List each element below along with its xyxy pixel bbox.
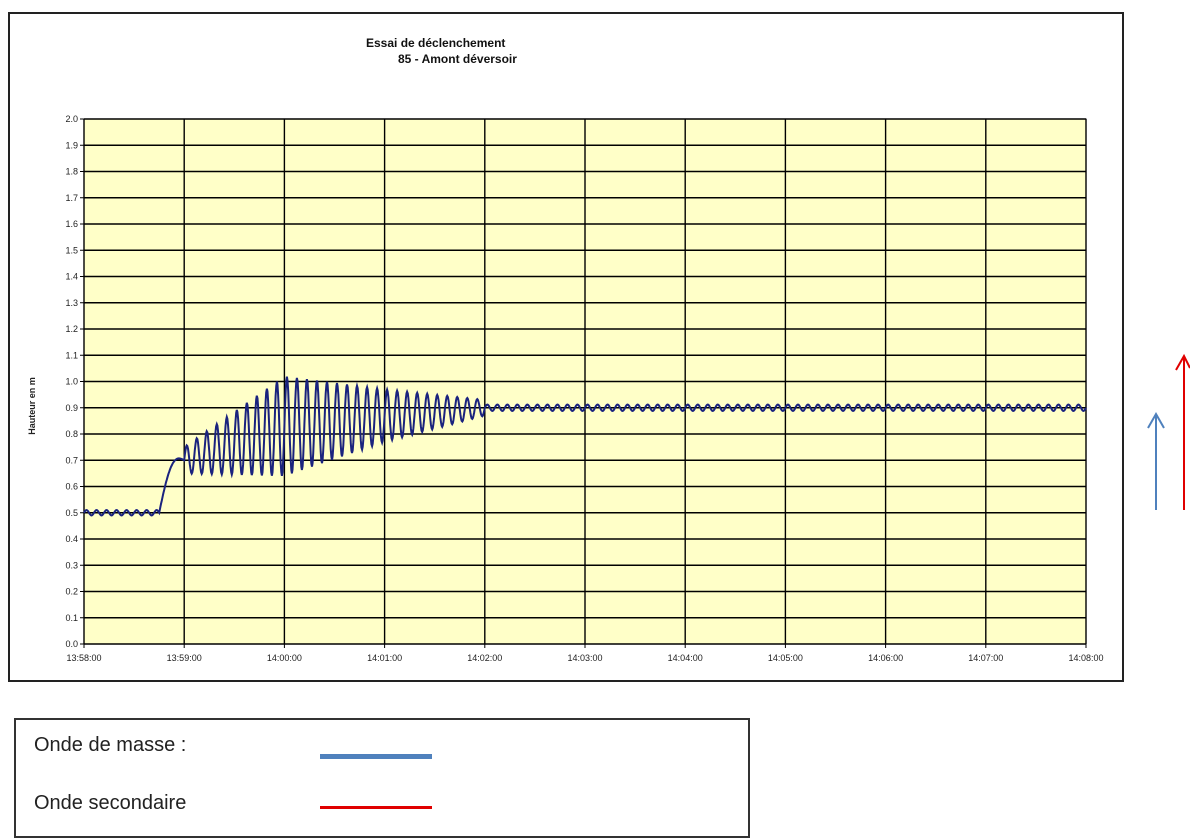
y-axis-label: Hauteur en m [27,377,37,435]
y-tick-label: 1.8 [65,167,78,177]
x-tick-label: 14:05:00 [768,653,803,663]
y-tick-label: 0.5 [65,508,78,518]
y-tick-label: 1.9 [65,140,78,150]
x-tick-label: 14:07:00 [968,653,1003,663]
y-tick-label: 1.2 [65,324,78,334]
chart-title-line-1: Essai de déclenchement [366,36,505,50]
y-tick-label: 0.6 [65,482,78,492]
y-tick-label: 0.8 [65,429,78,439]
red-arrow-icon [1175,353,1190,371]
legend-swatch-secondary-wave [320,806,432,809]
y-tick-label: 1.5 [65,245,78,255]
y-tick-label: 0.0 [65,639,78,649]
x-tick-label: 14:01:00 [367,653,402,663]
blue-arrow-icon [1147,411,1165,429]
x-tick-label: 14:00:00 [267,653,302,663]
x-tick-label: 13:59:00 [167,653,202,663]
y-tick-label: 0.2 [65,587,78,597]
y-tick-label: 0.1 [65,613,78,623]
x-tick-label: 14:02:00 [467,653,502,663]
x-tick-label: 13:58:00 [66,653,101,663]
y-tick-label: 0.7 [65,455,78,465]
y-tick-label: 1.0 [65,377,78,387]
x-tick-label: 14:06:00 [868,653,903,663]
y-tick-label: 0.4 [65,534,78,544]
plot-area: 0.0 0.1 0.2 0.3 0.4 0.5 0.6 0.7 0.8 0.9 1.0 1.1 1.2 1… [65,114,1103,663]
y-tick-label: 0.9 [65,403,78,413]
series-line-1 [83,376,1087,517]
y-tick-label: 1.1 [65,350,78,360]
legend-label-mass-wave: Onde de masse : [34,734,187,756]
legend-swatch-mass-wave [320,754,432,759]
wave-arrows [1147,353,1190,510]
x-tick-label: 14:04:00 [668,653,703,663]
chart-frame: Essai de déclenchement 85 - Amont dévers… [8,12,1124,682]
y-tick-label: 2.0 [65,114,78,124]
x-tick-label: 14:03:00 [567,653,602,663]
legend-label-secondary-wave: Onde secondaire [34,792,187,814]
y-tick-label: 1.3 [65,298,78,308]
x-tick-label: 14:08:00 [1068,653,1103,663]
y-tick-label: 1.4 [65,272,78,282]
y-tick-label: 1.6 [65,219,78,229]
chart-title-line-2: 85 - Amont déversoir [398,52,517,66]
chart-svg: Essai de déclenchement 85 - Amont dévers… [27,36,1104,663]
legend-box: Onde de masse : Onde secondaire [14,718,750,838]
y-tick-label: 1.7 [65,193,78,203]
y-tick-label: 0.3 [65,560,78,570]
